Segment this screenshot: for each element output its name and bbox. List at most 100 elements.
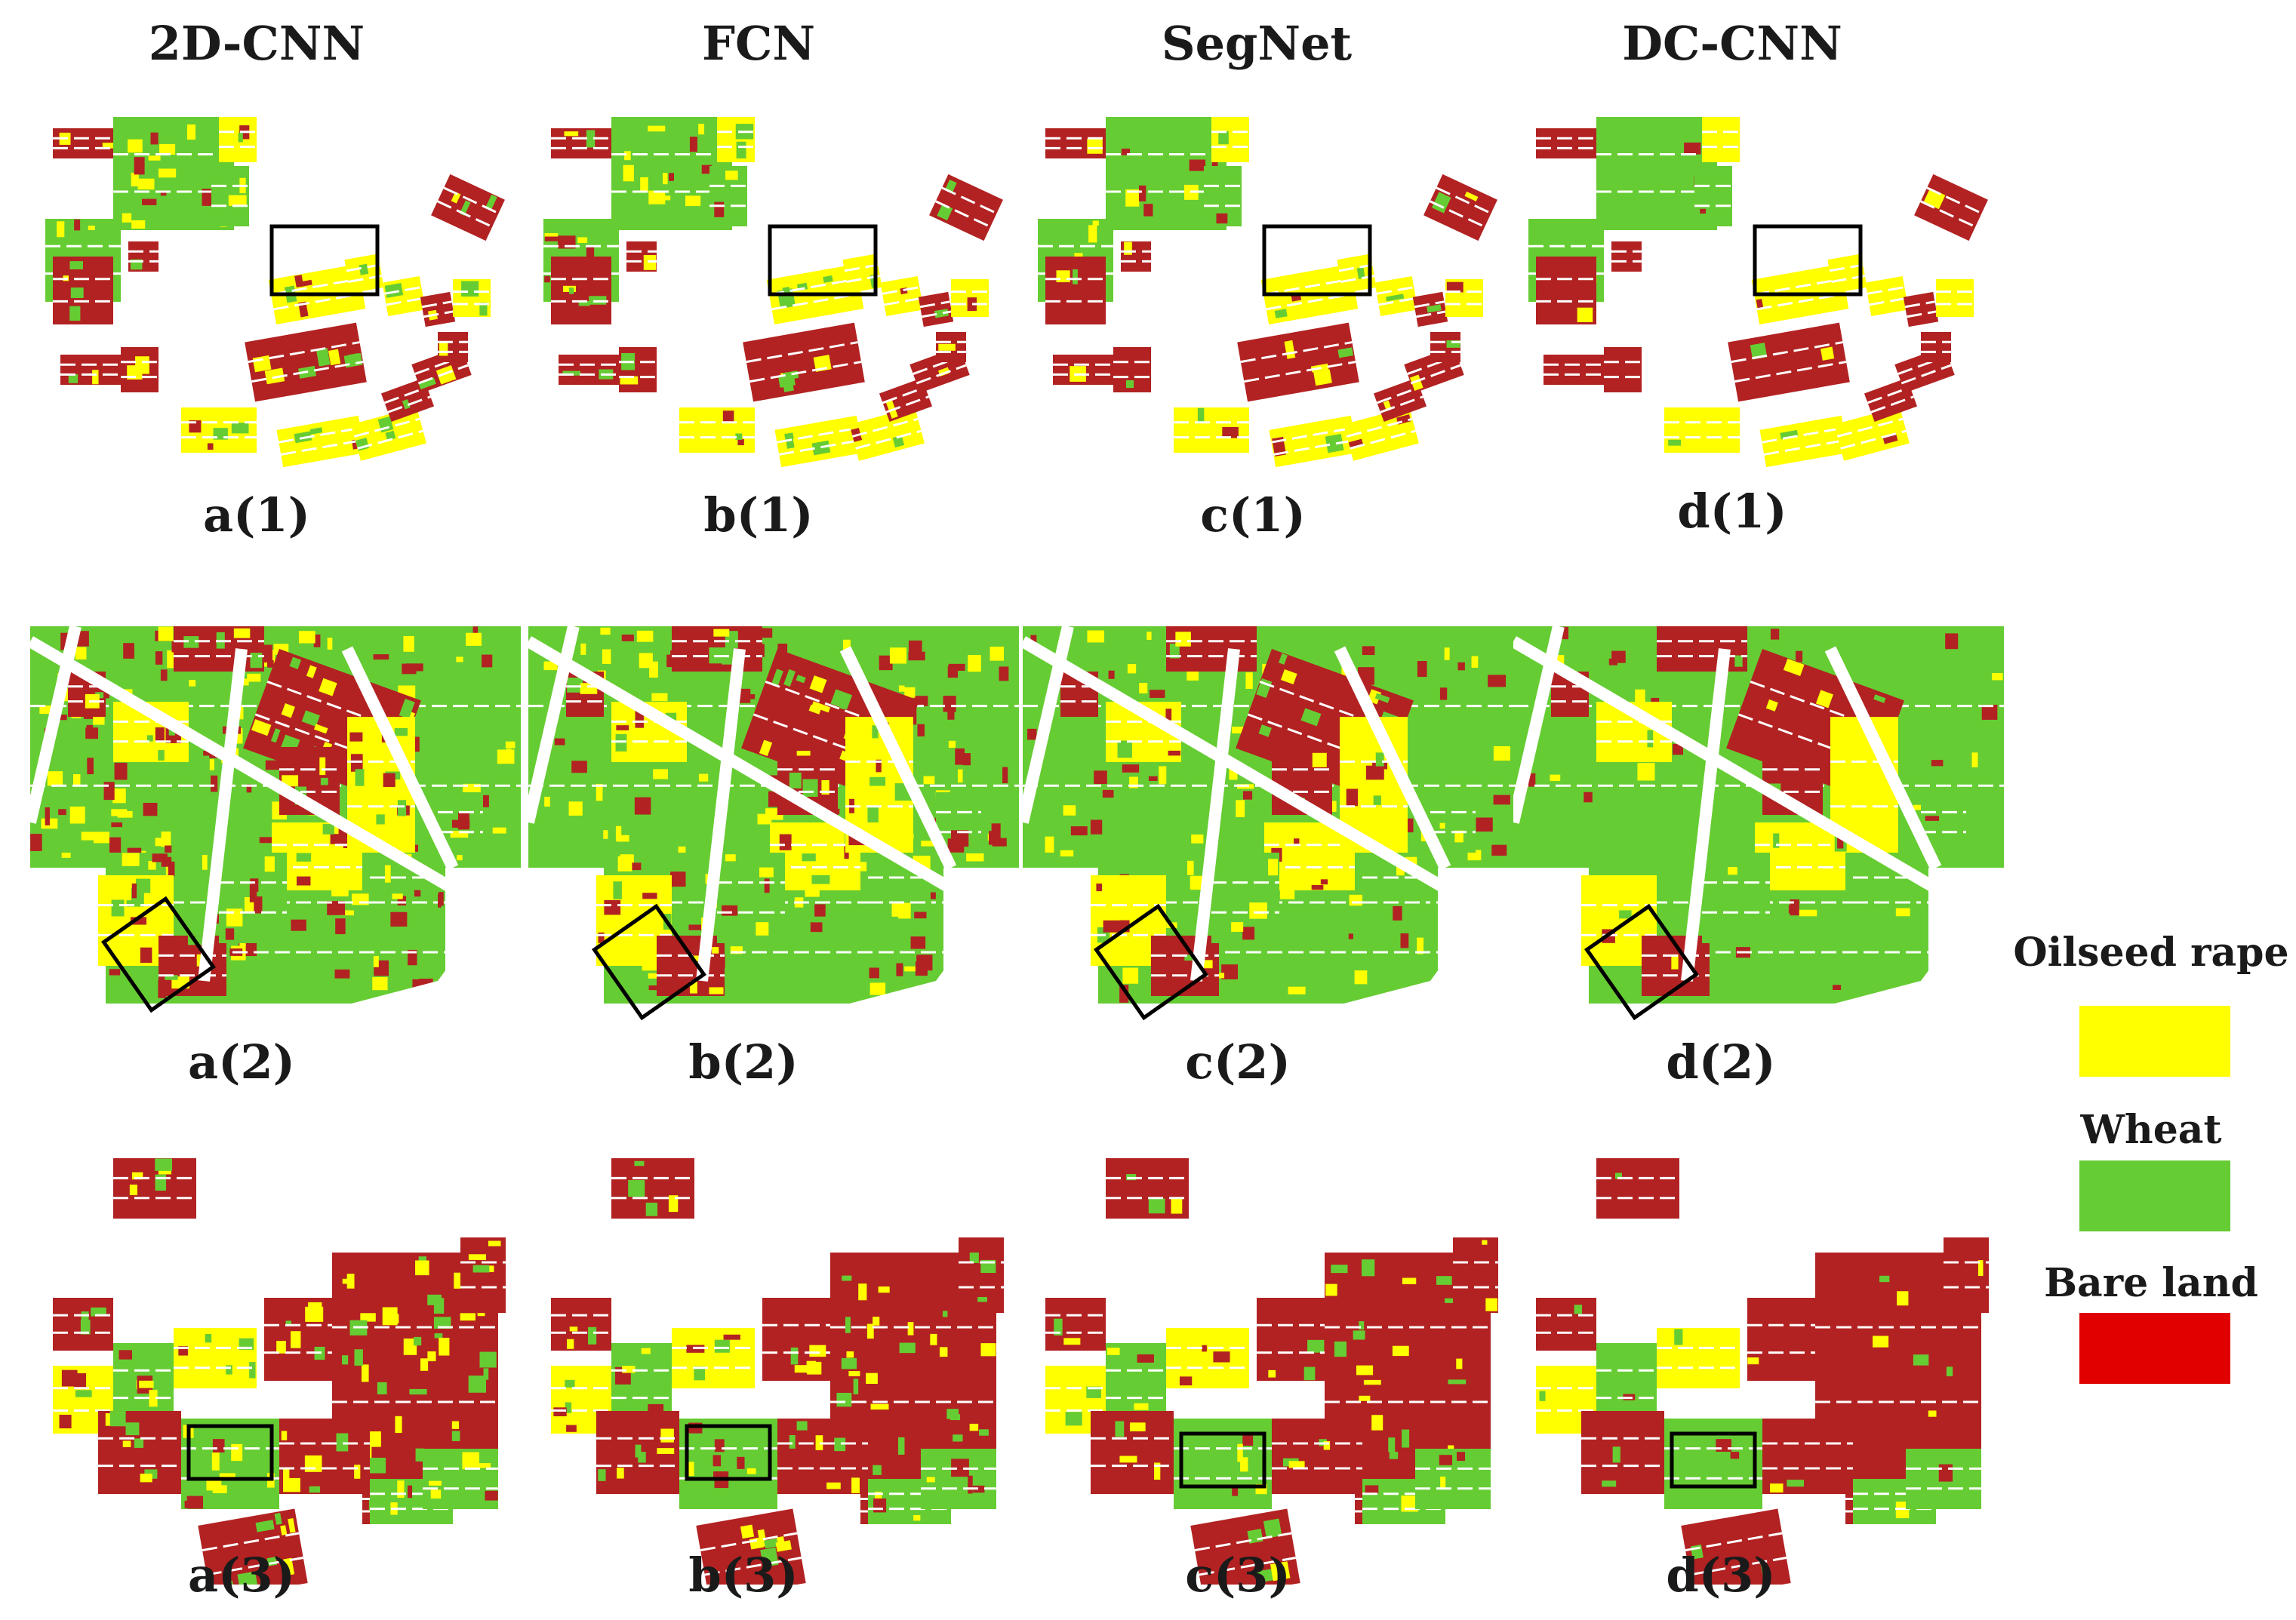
noise-pixel xyxy=(158,168,177,178)
noise-pixel xyxy=(1464,191,1479,201)
noise-pixel xyxy=(451,192,461,204)
noise-pixel xyxy=(274,1513,282,1525)
noise-pixel xyxy=(794,1365,808,1373)
noise-pixel xyxy=(1371,1415,1383,1431)
noise-pixel xyxy=(962,753,971,766)
field-boundary xyxy=(749,361,862,383)
column-title-dc-cnn: DC-CNN xyxy=(1622,16,1842,71)
field-parcel xyxy=(245,322,367,402)
noise-pixel xyxy=(1115,1421,1125,1437)
field-parcel xyxy=(181,407,257,453)
noise-pixel xyxy=(1124,241,1132,255)
noise-pixel xyxy=(123,643,134,659)
noise-pixel xyxy=(1981,704,1998,720)
noise-pixel xyxy=(1122,967,1139,984)
noise-pixel xyxy=(1439,822,1445,829)
noise-pixel xyxy=(1796,650,1803,662)
panel-label-c3: c(3) xyxy=(1185,1548,1291,1603)
noise-pixel xyxy=(372,976,388,991)
field-parcel xyxy=(121,347,159,392)
noise-pixel xyxy=(1232,1486,1239,1496)
field-parcel xyxy=(1412,291,1448,327)
noise-pixel xyxy=(918,726,925,736)
field-boundary xyxy=(1380,395,1423,413)
noise-pixel xyxy=(1913,1354,1929,1366)
noise-pixel xyxy=(1280,669,1297,685)
noise-pixel xyxy=(131,1172,143,1180)
noise-pixel xyxy=(879,655,893,671)
noise-pixel xyxy=(1945,633,1959,650)
noise-pixel xyxy=(942,1311,948,1317)
noise-pixel xyxy=(226,1365,232,1375)
noise-pixel xyxy=(59,1415,72,1429)
noise-pixel xyxy=(1108,670,1115,679)
noise-pixel xyxy=(450,830,469,838)
legend-swatch-wheat xyxy=(2079,1160,2230,1231)
noise-pixel xyxy=(1063,805,1076,816)
noise-pixel xyxy=(636,630,654,642)
noise-pixel xyxy=(566,1339,574,1349)
noise-pixel xyxy=(327,901,346,915)
noise-pixel xyxy=(1445,1298,1454,1303)
noise-pixel xyxy=(567,678,583,693)
field-parcel xyxy=(279,1419,370,1494)
noise-pixel xyxy=(369,1457,386,1474)
noise-pixel xyxy=(233,628,251,638)
noise-pixel xyxy=(796,751,811,756)
noise-pixel xyxy=(577,237,588,244)
noise-pixel xyxy=(1448,1445,1454,1451)
noise-pixel xyxy=(142,198,157,205)
noise-pixel xyxy=(685,195,701,207)
noise-pixel xyxy=(1931,760,1944,767)
noise-pixel xyxy=(186,124,195,140)
noise-pixel xyxy=(472,626,479,635)
noise-pixel xyxy=(304,1455,322,1472)
noise-pixel xyxy=(858,1283,867,1301)
field-parcel xyxy=(1865,276,1909,316)
noise-pixel xyxy=(1169,643,1180,659)
noise-pixel xyxy=(250,878,259,892)
noise-pixel xyxy=(1602,1480,1617,1487)
noise-pixel xyxy=(259,837,278,844)
noise-pixel xyxy=(898,685,905,692)
field-parcel xyxy=(918,291,954,327)
noise-pixel xyxy=(1045,836,1054,853)
panel-label-d2: d(2) xyxy=(1666,1034,1776,1090)
highlight-box xyxy=(592,903,706,1021)
noise-pixel xyxy=(1139,682,1148,693)
noise-pixel xyxy=(118,1350,132,1360)
noise-pixel xyxy=(1879,1275,1890,1283)
field-boundary xyxy=(202,1532,300,1552)
noise-pixel xyxy=(1354,970,1368,985)
road xyxy=(1023,636,1513,933)
noise-pixel xyxy=(114,762,128,780)
highlight-box xyxy=(101,896,216,1013)
field-boundary xyxy=(1273,438,1356,456)
noise-pixel xyxy=(1325,1283,1337,1296)
noise-pixel xyxy=(821,779,829,795)
noise-pixel xyxy=(1448,1379,1467,1385)
noise-pixel xyxy=(596,783,603,801)
noise-pixel xyxy=(1454,830,1463,843)
noise-pixel xyxy=(131,220,146,229)
noise-pixel xyxy=(1493,746,1510,761)
noise-pixel xyxy=(111,899,125,917)
noise-pixel xyxy=(926,1477,935,1483)
field-boundary xyxy=(1907,310,1937,318)
noise-pixel xyxy=(759,867,774,878)
field-boundary xyxy=(279,426,361,444)
noise-pixel xyxy=(205,1333,212,1343)
noise-pixel xyxy=(1202,960,1213,969)
noise-pixel xyxy=(250,653,263,669)
noise-pixel xyxy=(1102,789,1114,798)
field-boundary xyxy=(386,297,424,306)
noise-pixel xyxy=(1063,1338,1081,1345)
noise-pixel xyxy=(1765,699,1778,712)
field-parcel xyxy=(53,128,121,158)
noise-pixel xyxy=(784,432,794,441)
field-parcel xyxy=(1272,1419,1362,1494)
field-boundary xyxy=(746,341,858,364)
noise-pixel xyxy=(319,678,337,696)
noise-pixel xyxy=(134,157,145,175)
field-parcel xyxy=(382,276,426,316)
